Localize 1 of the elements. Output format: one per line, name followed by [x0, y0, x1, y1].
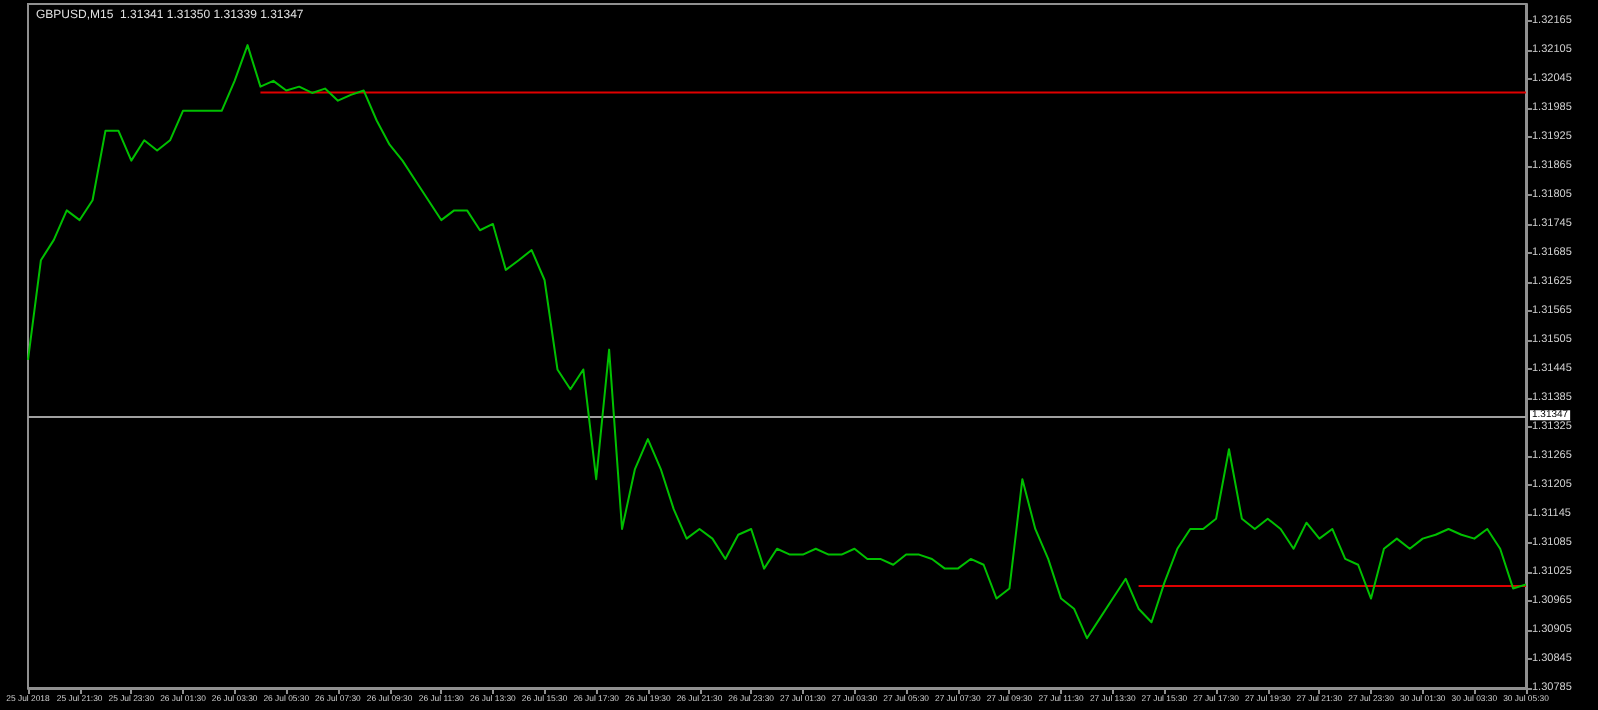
line-series	[27, 44, 1527, 640]
